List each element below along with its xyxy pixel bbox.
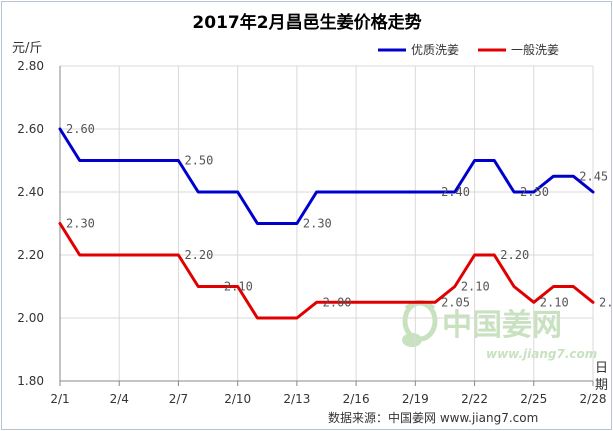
data-label: 2.10	[540, 295, 569, 309]
data-label: 2.50	[520, 185, 549, 199]
source-note: 数据来源：中国姜网 www.jiang7.com	[328, 410, 538, 425]
data-label: 2.40	[441, 185, 470, 199]
watermark-text: 中国姜网	[442, 308, 562, 343]
y-tick-label: 1.80	[17, 374, 44, 388]
data-label: 2.50	[184, 154, 213, 168]
x-tick-labels: 2/1 2/4 2/7 2/10 2/13 2/16 2/19 2/22 2/25 2/28	[50, 392, 606, 406]
chart-title: 2017年2月昌邑生姜价格走势	[192, 12, 421, 33]
data-label: 2.20	[500, 248, 529, 262]
series-line-premium	[58, 127, 595, 225]
x-tick-label: 2/13	[283, 392, 310, 406]
data-label: 2.30	[66, 217, 95, 231]
data-label: 2.20	[184, 248, 213, 262]
x-tick-label: 2/7	[169, 392, 188, 406]
series-lines	[58, 127, 595, 320]
x-axis-label: 日期	[595, 361, 608, 393]
data-label: 2.05	[599, 295, 611, 309]
y-tick-label: 2.40	[17, 185, 44, 199]
data-label: 2.10	[224, 280, 253, 294]
x-tick-label: 2/1	[50, 392, 69, 406]
x-tick-label: 2/10	[224, 392, 251, 406]
y-tick-labels: 2.80 2.60 2.40 2.20 2.00 1.80	[17, 59, 44, 388]
x-tick-label: 2/25	[520, 392, 547, 406]
ginger-logo-icon	[402, 300, 438, 347]
data-label: 2.05	[441, 295, 470, 309]
legend-label: 一般洗姜	[511, 42, 559, 57]
x-tick-label: 2/4	[110, 392, 129, 406]
data-label: 2.60	[66, 122, 95, 136]
x-tick-label: 2/22	[461, 392, 488, 406]
watermark: 中国姜网 www.jiang7.com	[402, 300, 597, 361]
x-tick-label: 2/28	[580, 392, 607, 406]
data-label: 2.45	[579, 169, 608, 183]
y-tick-label: 2.20	[17, 248, 44, 262]
x-tick-label: 2/19	[402, 392, 429, 406]
legend-label: 优质洗姜	[411, 43, 459, 57]
data-labels: 2.60 2.50 2.30 2.40 2.50 2.45 2.30 2.20 2.10 2.00…	[66, 122, 611, 309]
y-tick-label: 2.00	[17, 311, 44, 325]
data-label: 2.30	[303, 217, 332, 231]
data-label: 2.10	[461, 280, 490, 294]
data-label: 2.00	[323, 295, 352, 309]
y-axis-label: 元/斤	[12, 41, 42, 56]
y-tick-label: 2.80	[17, 59, 44, 73]
x-axis-label-char: 日	[595, 361, 608, 376]
x-tick-label: 2/16	[343, 392, 370, 406]
series-line-standard	[58, 222, 595, 320]
legend: 优质洗姜 一般洗姜	[378, 42, 559, 57]
watermark-url: www.jiang7.com	[486, 347, 597, 361]
y-tick-label: 2.60	[17, 122, 44, 136]
x-axis-label-char: 期	[595, 378, 608, 393]
